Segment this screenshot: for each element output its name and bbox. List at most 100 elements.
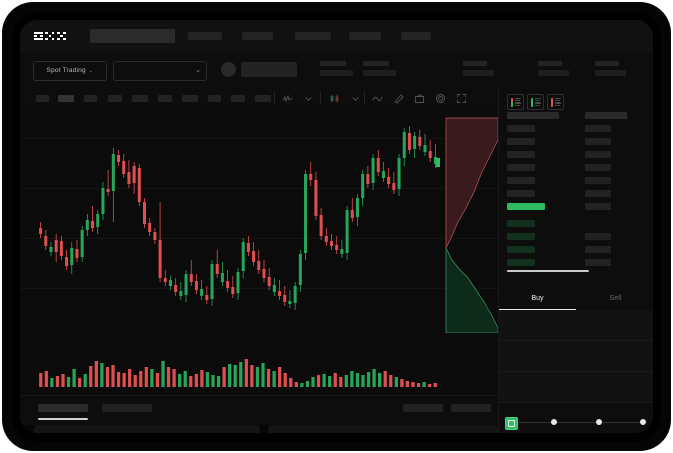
volume-bars-svg	[39, 359, 437, 387]
stat-24h-change	[363, 61, 396, 76]
nav-item-4[interactable]	[349, 32, 381, 40]
trading-sub-toolbar: Spot Trading ⌄ ⌄	[20, 52, 653, 89]
orderbook-row-8-value	[585, 203, 611, 210]
orderbook-row-10-value	[585, 233, 611, 240]
candlestick-chart[interactable]	[20, 110, 498, 333]
orderbook-row-12[interactable]	[507, 259, 535, 266]
orderbook-view-both[interactable]	[507, 94, 524, 110]
orders-tab-2[interactable]	[102, 404, 152, 412]
timeframe-chip-4[interactable]	[108, 95, 122, 102]
orderbook-row-9[interactable]	[507, 220, 535, 227]
order-form-row-3[interactable]	[499, 372, 653, 402]
pair-coin-avatar	[221, 62, 236, 77]
orderbook-row-1-value	[585, 112, 627, 119]
timeframe-chip-8[interactable]	[208, 95, 221, 102]
orderbook-row-6[interactable]	[507, 177, 535, 184]
buy-sell-tabs: Buy Sell	[499, 288, 653, 311]
orderbook-row-7[interactable]	[507, 190, 535, 197]
orderbook-row-5[interactable]	[507, 164, 535, 171]
tab-sell[interactable]: Sell	[609, 295, 622, 302]
order-book-panel: Buy Sell	[498, 88, 653, 433]
stat-24h-change-label	[363, 61, 389, 66]
timeframe-chip-2[interactable]	[58, 95, 74, 102]
order-form-row-1[interactable]	[499, 310, 653, 340]
chart-gridline-4	[20, 288, 498, 289]
timeframe-chip-7[interactable]	[182, 95, 198, 102]
stat-24h-low-value	[538, 70, 569, 76]
top-navigation-bar	[20, 20, 653, 52]
orderbook-row-2-value	[585, 125, 611, 132]
device-bezel: Spot Trading ⌄ ⌄	[12, 12, 661, 441]
tab-buy[interactable]: Buy	[499, 288, 576, 310]
device-frame: Spot Trading ⌄ ⌄	[3, 3, 670, 450]
orderbook-view-sell[interactable]	[547, 94, 564, 110]
orderbook-row-4-value	[585, 151, 611, 158]
depth-chart-overlay	[436, 117, 498, 333]
stat-24h-high-value	[463, 70, 494, 76]
orders-action-2[interactable]	[451, 404, 491, 412]
slider-stop-75[interactable]	[640, 419, 646, 425]
order-form-row-2[interactable]	[499, 341, 653, 371]
active-tab-underline	[38, 418, 88, 420]
nav-item-2[interactable]	[242, 32, 273, 40]
orderbook-row-1[interactable]	[507, 112, 559, 119]
chart-toolbar	[20, 88, 498, 111]
timeframe-chip-10[interactable]	[255, 95, 271, 102]
stat-24h-volume	[595, 61, 626, 76]
nav-item-3[interactable]	[295, 32, 331, 40]
timeframe-chip-9[interactable]	[231, 95, 245, 102]
stat-last-price-label	[320, 61, 346, 66]
orderbook-view-buy[interactable]	[527, 94, 544, 110]
orderbook-row-8[interactable]	[507, 203, 545, 210]
order-form-divider-3	[499, 402, 653, 403]
stat-24h-high-label	[463, 61, 487, 66]
order-amount-slider[interactable]	[505, 417, 646, 430]
pair-name-placeholder	[241, 62, 297, 77]
trading-pair-select[interactable]: ⌄	[113, 61, 207, 81]
bottom-panel-left	[34, 425, 260, 433]
nav-item-5[interactable]	[401, 32, 431, 40]
orderbook-row-11-value	[585, 246, 611, 253]
timeframe-chip-5[interactable]	[132, 95, 148, 102]
volume-histogram	[20, 333, 498, 395]
drawing-tools-icon[interactable]	[393, 93, 404, 104]
order-form-divider-2	[499, 371, 653, 372]
stat-24h-volume-value	[595, 70, 626, 76]
orderbook-row-10[interactable]	[507, 233, 535, 240]
orderbook-row-3-value	[585, 138, 611, 145]
stat-24h-low	[538, 61, 569, 76]
orderbook-row-3[interactable]	[507, 138, 535, 145]
candles-svg	[39, 126, 437, 310]
orderbook-row-2[interactable]	[507, 125, 535, 132]
okx-logo[interactable]	[33, 30, 79, 43]
nav-search-placeholder[interactable]	[90, 29, 175, 43]
orderbook-row-11[interactable]	[507, 246, 535, 253]
chevron-down-icon[interactable]	[303, 93, 314, 104]
orders-tab-1[interactable]	[38, 404, 88, 412]
chart-settings-icon[interactable]	[435, 93, 446, 104]
order-form-divider-1	[499, 340, 653, 341]
orderbook-row-6-value	[585, 177, 611, 184]
candlestick-chart-icon[interactable]	[329, 93, 340, 104]
orderbook-row-12-value	[585, 259, 611, 266]
timeframe-chip-6[interactable]	[158, 95, 172, 102]
slider-handle[interactable]	[505, 417, 518, 430]
orderbook-row-4[interactable]	[507, 151, 535, 158]
chevron-down-icon-2[interactable]	[350, 93, 361, 104]
stat-24h-change-value	[363, 70, 396, 76]
orderbook-scrollbar[interactable]	[507, 270, 589, 272]
timeframe-chip-1[interactable]	[36, 95, 49, 102]
stat-24h-volume-label	[595, 61, 619, 66]
indicator-wave-icon[interactable]	[282, 93, 293, 104]
snapshot-camera-icon[interactable]	[414, 93, 425, 104]
nav-item-1[interactable]	[188, 32, 222, 40]
line-chart-icon[interactable]	[372, 93, 383, 104]
bottom-panels	[20, 425, 653, 433]
orders-action-1[interactable]	[403, 404, 443, 412]
orderbook-row-5-value	[585, 164, 611, 171]
slider-stop-50[interactable]	[596, 419, 602, 425]
spot-trading-button[interactable]: Spot Trading ⌄	[33, 61, 107, 81]
timeframe-chip-3[interactable]	[84, 95, 97, 102]
fullscreen-icon[interactable]	[456, 93, 467, 104]
slider-stop-25[interactable]	[551, 419, 557, 425]
